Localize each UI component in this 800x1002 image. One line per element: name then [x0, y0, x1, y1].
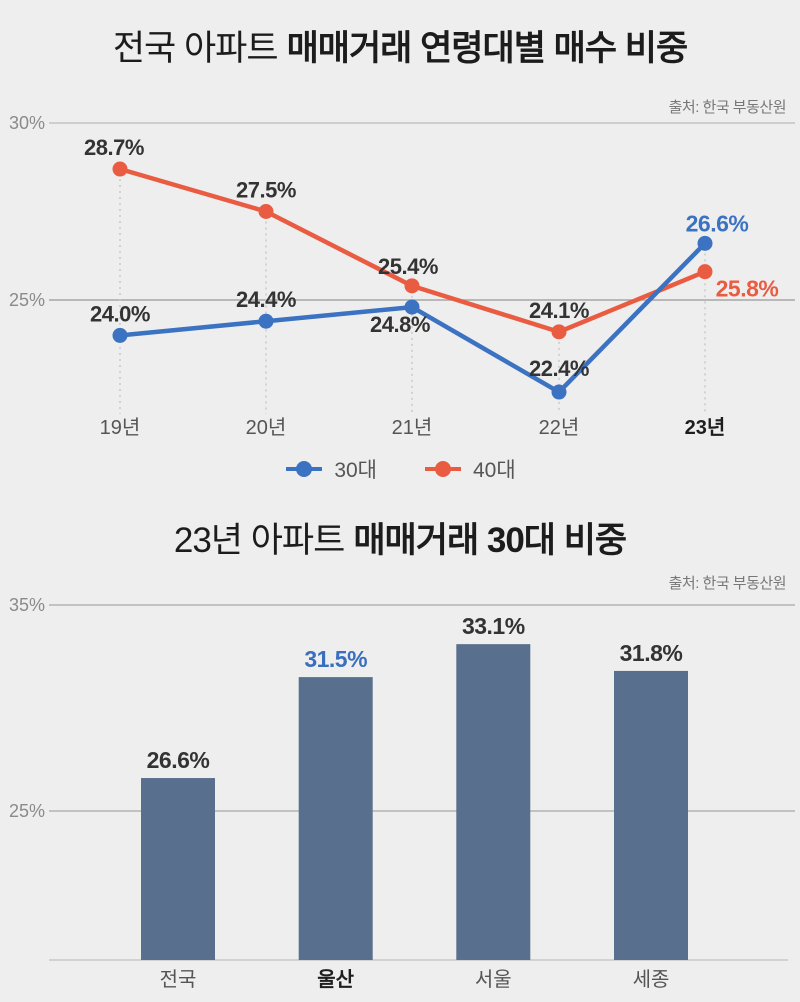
legend-marker-40s-icon [425, 461, 461, 477]
series-1-point-2 [404, 278, 420, 294]
chart1-title: 전국 아파트 매매거래 연령대별 매수 비중 [0, 26, 800, 72]
xtick-label-1: 20년 [246, 416, 287, 439]
chart2-title-bold: 매매거래 30대 비중 [353, 521, 627, 560]
series-1-value-label-0: 28.7% [84, 135, 144, 160]
bar-cat-label-2: 서울 [475, 968, 512, 991]
chart2-title-regular: 23년 아파트 [173, 521, 345, 560]
bar-0 [141, 778, 215, 960]
xtick-label-2: 21년 [392, 416, 433, 439]
xtick-label-4: 23년 [685, 416, 726, 439]
ytick-label-1: 25% [9, 801, 45, 821]
series-1-point-0 [112, 161, 128, 177]
series-0-point-2 [404, 299, 420, 315]
bar-cat-label-1: 울산 [317, 968, 354, 991]
xtick-label-3: 22년 [539, 416, 580, 439]
bar-value-label-2: 33.1% [462, 613, 525, 639]
series-0-value-label-4: 26.6% [686, 210, 749, 236]
series-0-value-label-3: 22.4% [529, 356, 589, 381]
bar-3 [614, 670, 688, 960]
legend-label-40s: 40대 [473, 459, 516, 482]
series-0-point-3 [551, 384, 567, 400]
chart2-source: 출처: 한국 부동산원 [668, 575, 787, 592]
series-1-value-label-1: 27.5% [236, 178, 296, 203]
ytick-label-1: 25% [9, 290, 45, 310]
chart1-title-regular: 전국 아파트 [112, 29, 279, 68]
legend-marker-30s-icon [286, 461, 323, 477]
series-1-value-label-4: 25.8% [716, 276, 779, 302]
series-1-point-4 [697, 264, 713, 280]
line-chart: 30% 25% 24.0% 24.4% 24.8% 22.4% 26.6% 28.7% 27.5… [9, 113, 795, 439]
series-1-value-label-3: 24.1% [529, 298, 589, 323]
series-1-point-3 [551, 324, 567, 340]
bar-1 [298, 677, 373, 960]
chart1-legend: 30대 40대 [0, 454, 800, 484]
chart1-title-bold: 매매거래 연령대별 매수 비중 [286, 29, 689, 68]
bar-value-label-3: 31.8% [620, 640, 683, 666]
series-1-point-1 [258, 204, 274, 219]
series-0-point-4 [697, 235, 713, 251]
series-0-value-label-2: 24.8% [370, 312, 430, 337]
legend-item-30s: 30대 [284, 454, 377, 484]
xtick-label-0: 19년 [100, 416, 141, 439]
bar-cat-label-0: 전국 [160, 968, 197, 991]
series-0-point-0 [112, 327, 128, 343]
series-0-point-1 [258, 313, 274, 329]
chart1-source: 출처: 한국 부동산원 [668, 99, 787, 116]
series-0-value-label-1: 24.4% [236, 287, 296, 312]
bar-chart: 35% 25% 26.6% 31.5% 33.1% 31.8% 전국 울산 서울 세종 [9, 595, 795, 991]
bar-2 [456, 644, 531, 960]
bar-value-label-1: 31.5% [304, 646, 367, 672]
bar-value-label-0: 26.6% [147, 747, 210, 773]
legend-item-40s: 40대 [423, 454, 516, 484]
ytick-label-0: 35% [9, 595, 45, 615]
chart2-title: 23년 아파트 매매거래 30대 비중 [0, 518, 800, 564]
bar-cat-label-3: 세종 [633, 968, 670, 991]
series-1-value-label-2: 25.4% [378, 254, 438, 279]
series-0-value-label-0: 24.0% [90, 301, 150, 326]
legend-label-30s: 30대 [334, 459, 377, 482]
ytick-label-0: 30% [9, 113, 45, 133]
